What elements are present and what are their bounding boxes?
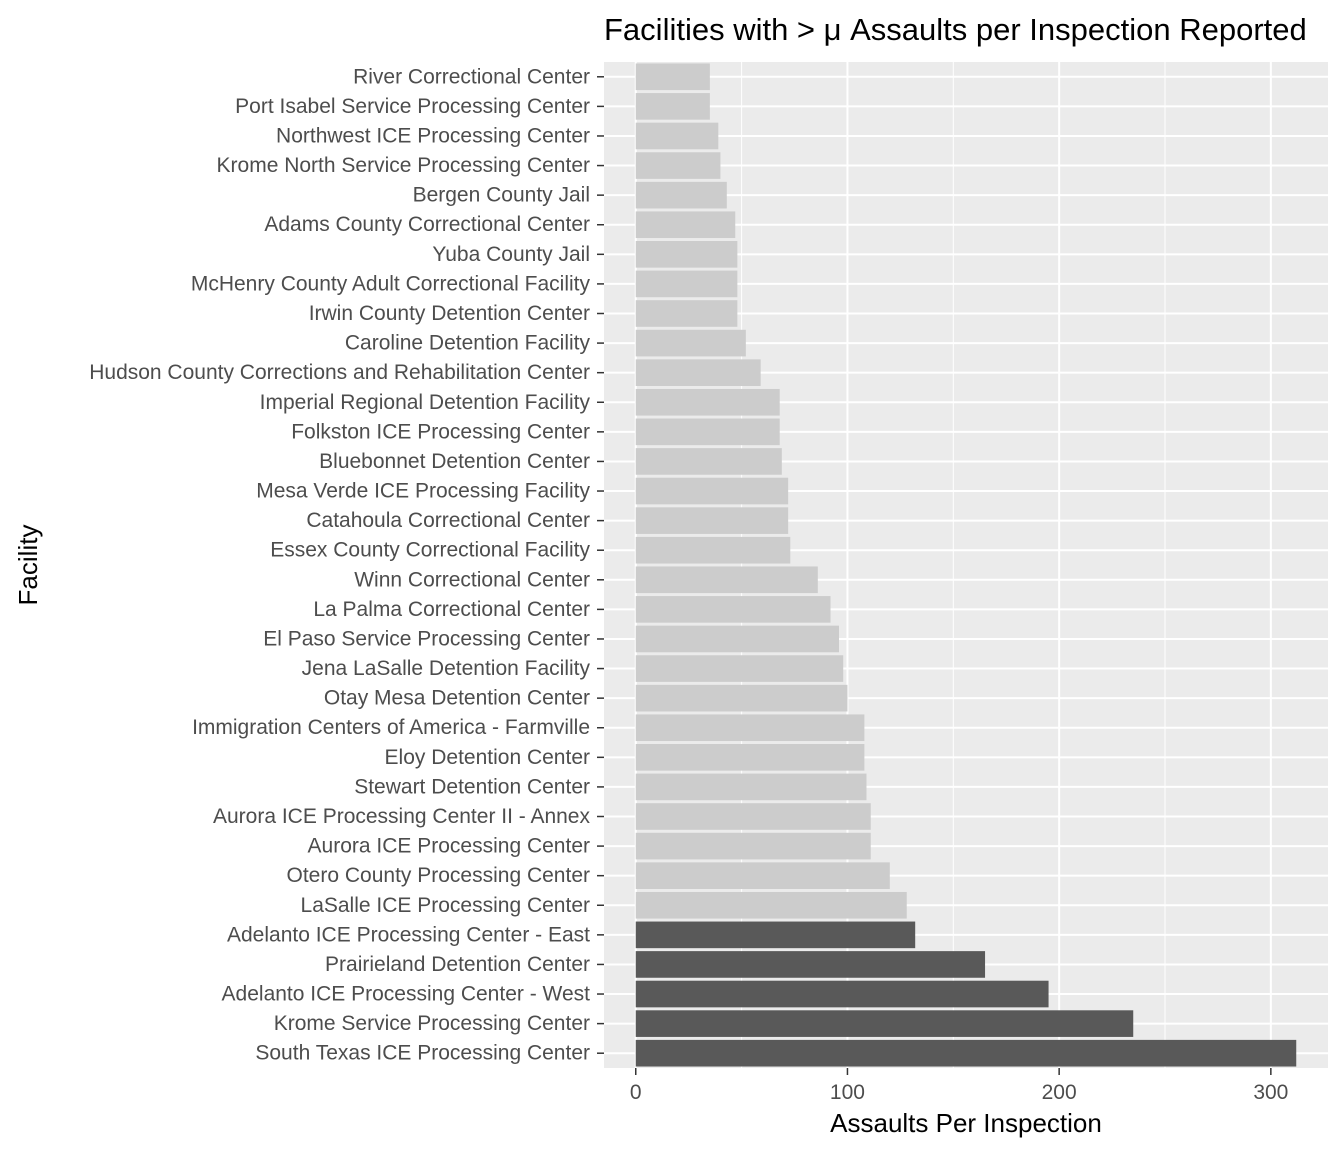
- y-tick-label: Caroline Detention Facility: [345, 332, 591, 355]
- x-tick-label: 200: [1042, 1081, 1077, 1104]
- bar: [635, 803, 871, 830]
- y-tick-label: Bluebonnet Detention Center: [319, 450, 590, 473]
- y-tick-label: Prairieland Detention Center: [325, 953, 590, 976]
- y-tick-label: Aurora ICE Processing Center: [308, 835, 590, 858]
- bar: [635, 270, 738, 298]
- y-tick-label: Yuba County Jail: [432, 243, 590, 266]
- bar: [635, 625, 839, 653]
- bar: [635, 388, 780, 416]
- bar: [635, 507, 789, 534]
- bar: [635, 93, 710, 120]
- bar: [635, 596, 831, 623]
- bar: [635, 714, 865, 742]
- y-axis-title: Facility: [13, 525, 43, 606]
- bar: [635, 181, 727, 209]
- bar: [635, 536, 791, 564]
- y-tick-label: Winn Correctional Center: [354, 568, 590, 591]
- y-tick-label: Irwin County Detention Center: [309, 302, 590, 325]
- bar: [635, 418, 780, 446]
- bar: [635, 773, 867, 801]
- y-tick-label: Aurora ICE Processing Center II - Annex: [213, 805, 591, 828]
- y-tick-label: Imperial Regional Detention Facility: [260, 391, 591, 414]
- y-tick-label: Adelanto ICE Processing Center - West: [222, 983, 591, 1006]
- y-tick-label: Essex County Correctional Facility: [270, 539, 590, 562]
- y-tick-label: Folkston ICE Processing Center: [291, 420, 590, 443]
- y-tick-label: Catahoula Correctional Center: [306, 509, 590, 532]
- bar: [635, 300, 738, 327]
- bar: [635, 832, 871, 860]
- bar: [635, 1039, 1297, 1067]
- y-tick-label: Krome Service Processing Center: [274, 1012, 590, 1035]
- x-axis: 0 100 200 300: [630, 1068, 1288, 1104]
- bar: [635, 951, 986, 978]
- y-tick-label: South Texas ICE Processing Center: [255, 1042, 590, 1065]
- y-tick-label: Bergen County Jail: [413, 184, 590, 207]
- bar: [635, 566, 818, 594]
- y-tick-label: Mesa Verde ICE Processing Facility: [256, 480, 590, 503]
- y-tick-label: Stewart Detention Center: [354, 775, 590, 798]
- bar: [635, 477, 789, 505]
- bar: [635, 241, 738, 268]
- y-tick-label: River Correctional Center: [353, 65, 590, 88]
- y-tick-label: Jena LaSalle Detention Facility: [302, 657, 591, 680]
- bar: [635, 329, 746, 357]
- bars: [635, 63, 1297, 1067]
- x-tick-label: 300: [1253, 1081, 1288, 1104]
- y-tick-label: Otero County Processing Center: [287, 864, 590, 887]
- x-tick-label: 0: [630, 1081, 642, 1104]
- y-tick-label: Adelanto ICE Processing Center - East: [227, 923, 590, 946]
- bar: [635, 980, 1049, 1008]
- bar: [635, 359, 761, 386]
- y-tick-label: Otay Mesa Detention Center: [324, 687, 590, 710]
- y-axis: River Correctional Center Port Isabel Ser…: [89, 65, 604, 1065]
- bar: [635, 1010, 1134, 1037]
- bar: [635, 122, 719, 150]
- y-tick-label: Adams County Correctional Center: [264, 213, 590, 236]
- y-tick-label: Immigration Centers of America - Farmvil…: [192, 716, 590, 739]
- bar: [635, 684, 848, 712]
- y-tick-label: El Paso Service Processing Center: [263, 627, 590, 650]
- bar: [635, 891, 907, 919]
- gridlines: [604, 62, 1328, 1068]
- x-tick-label: 100: [830, 1081, 865, 1104]
- y-tick-label: LaSalle ICE Processing Center: [301, 894, 590, 917]
- bar: [635, 744, 865, 771]
- bar: [635, 211, 736, 239]
- y-tick-label: Port Isabel Service Processing Center: [235, 95, 590, 118]
- y-tick-label: McHenry County Adult Correctional Facili…: [191, 272, 591, 295]
- bar: [635, 921, 916, 949]
- bar: [635, 152, 721, 179]
- bar: [635, 862, 890, 889]
- y-tick-label: Hudson County Corrections and Rehabilita…: [89, 361, 590, 384]
- y-tick-label: Eloy Detention Center: [385, 746, 590, 769]
- chart-title: Facilities with > μ Assaults per Inspect…: [604, 12, 1307, 47]
- bar: [635, 655, 844, 682]
- bar: [635, 448, 782, 475]
- y-tick-label: Northwest ICE Processing Center: [276, 124, 590, 147]
- y-tick-label: La Palma Correctional Center: [313, 598, 590, 621]
- bar: [635, 63, 710, 91]
- x-axis-title: Assaults Per Inspection: [830, 1108, 1102, 1138]
- y-tick-label: Krome North Service Processing Center: [217, 154, 590, 177]
